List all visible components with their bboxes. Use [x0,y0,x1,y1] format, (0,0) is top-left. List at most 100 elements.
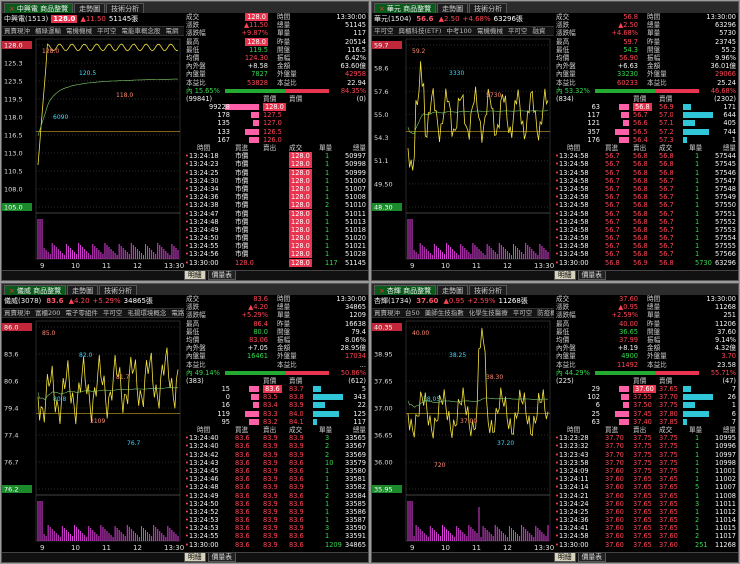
tick-row[interactable]: • 13:24:34 市價 128.0 1 51007 [185,184,368,193]
tick-row[interactable]: • 13:24:55 市價 128.0 1 51021 [185,242,368,251]
panel-tab[interactable]: × 中興電 商品整覽 [4,3,74,13]
category-tag[interactable]: 平可空 [374,27,394,35]
intraday-chart[interactable]: 59.7 58.6 57.6 55.0 54.3 51.1 49.50 48.30 59.2 33… [372,37,554,271]
category-tag[interactable]: 平可空 [507,27,528,35]
tick-row[interactable]: • 13:24:40 83.6 83.9 83.9 2 33567 [185,442,368,450]
tick-row[interactable]: • 13:24:46 83.6 83.9 83.6 1 33581 [185,475,368,483]
category-tag[interactable]: 毛揚環境概念 [127,309,167,317]
tick-row[interactable]: • 13:24:21 37.60 37.65 37.65 1 11008 [555,492,738,500]
tick-row[interactable]: • 13:24:47 市價 128.0 1 51011 [185,209,368,218]
tick-row[interactable]: • 13:24:25 市價 128.0 1 50999 [185,168,368,177]
stock-name[interactable]: 華元(1504) [374,15,412,23]
category-tag[interactable]: 富櫃200 [35,309,61,317]
stock-name[interactable]: 杏輝(1734) [374,297,412,305]
tick-row[interactable]: • 13:24:36 市價 128.0 1 51008 [185,193,368,202]
orderbook-row[interactable]: 167 126.0 [185,136,368,144]
category-tag[interactable]: 防疫概念 [537,309,554,317]
tick-row[interactable]: • 13:24:24 37.60 37.65 37.65 3 11011 [555,500,738,508]
tick-row[interactable]: • 13:30:00 128.0 128.0 117 51145 [185,258,368,267]
category-tag[interactable]: 化學生技醫療 [468,309,508,317]
intraday-chart[interactable]: 128.0 125.3 123.5 119.5 118.0 116.5 113.0 110.5… [2,37,184,271]
tick-row[interactable]: • 13:24:58 56.7 56.8 56.7 1 57551 [555,210,738,218]
footer-tab[interactable]: 明細 [554,553,576,562]
tick-row[interactable]: • 13:24:09 37.60 37.75 37.75 1 11001 [555,467,738,475]
tick-row[interactable]: • 13:24:56 市價 128.0 1 51028 [185,250,368,259]
orderbook-row[interactable]: 15 83.6 83.7 5 [185,385,368,394]
category-tag[interactable]: 融資 [532,27,546,35]
category-tag[interactable]: 電子零組件 [65,309,98,317]
tick-row[interactable]: • 13:24:58 56.7 56.8 56.7 1 57554 [555,234,738,242]
footer-tab[interactable]: 明細 [184,553,206,562]
tick-row[interactable]: • 13:24:11 37.60 37.65 37.65 1 11002 [555,475,738,483]
tick-row[interactable]: • 13:24:58 56.7 56.8 56.7 1 57548 [555,185,738,193]
tick-row[interactable]: • 13:23:43 37.70 37.75 37.75 1 10997 [555,451,738,459]
tick-row[interactable]: • 13:24:36 37.60 37.65 37.65 2 11014 [555,516,738,524]
panel-tab[interactable]: × 杏輝 商品整覽 [374,285,437,295]
category-tag[interactable]: 電路 [171,309,184,317]
tick-row[interactable]: • 13:24:45 83.6 83.9 83.6 1 33580 [185,467,368,475]
tick-row[interactable]: • 13:24:43 83.6 83.9 83.6 10 33579 [185,459,368,467]
tick-row[interactable]: • 13:30:00 83.6 83.9 83.6 1209 34865 [185,541,368,549]
category-tag[interactable]: 平可空 [512,309,533,317]
footer-tab[interactable]: 明細 [554,271,576,280]
category-tag[interactable]: 電機機械 [476,27,503,35]
orderbook-row[interactable]: 117 56.7 57.0 644 [555,111,738,119]
orderbook-row[interactable]: 119 83.3 84.0 125 [185,410,368,418]
footer-tab[interactable]: 價量表 [207,553,236,562]
tick-row[interactable]: • 13:24:18 市價 128.0 1 50997 [185,152,368,161]
orderbook-row[interactable]: 6 37.50 37.75 1 [555,401,738,409]
orderbook-row[interactable]: 102 37.55 37.70 26 [555,393,738,401]
tick-row[interactable]: • 13:24:58 56.7 56.8 56.7 1 57555 [555,242,738,250]
category-tag[interactable]: 藥師生技指數 [424,309,464,317]
category-tag[interactable]: 平可空 [102,309,123,317]
tick-row[interactable]: • 13:24:41 37.60 37.65 37.65 1 11015 [555,524,738,532]
panel-tab[interactable]: 技術分析 [99,285,138,295]
tick-row[interactable]: • 13:24:23 市價 128.0 1 50998 [185,160,368,169]
orderbook-row[interactable]: 121 56.6 57.1 405 [555,119,738,127]
close-icon[interactable]: × [379,5,385,13]
tick-row[interactable]: • 13:24:49 83.6 83.9 83.6 2 33584 [185,492,368,500]
panel-tab[interactable]: 走勢圖 [74,3,106,13]
category-tag[interactable]: 中考100 [446,27,472,35]
orderbook-row[interactable]: 135 127.0 [185,119,368,127]
tick-row[interactable]: • 13:24:53 83.6 83.9 83.9 3 33590 [185,524,368,532]
tick-row[interactable]: • 13:23:32 37.70 37.75 37.75 1 10996 [555,442,738,450]
close-icon[interactable]: × [9,5,15,13]
panel-tab[interactable]: × 儀威 商品整覽 [4,285,67,295]
tick-row[interactable]: • 13:24:50 市價 128.0 1 51020 [185,234,368,243]
tick-row[interactable]: • 13:24:49 市價 128.0 1 51018 [185,225,368,234]
tick-row[interactable]: • 13:24:58 56.7 56.8 56.7 1 57566 [555,250,738,258]
tick-row[interactable]: • 13:24:58 56.7 56.8 56.7 1 57549 [555,193,738,201]
tick-row[interactable]: • 13:24:48 83.6 83.9 83.9 1 33582 [185,483,368,491]
orderbook-row[interactable]: 29 37.60 37.65 7 [555,385,738,394]
panel-tab[interactable]: 技術分析 [469,3,508,13]
tick-row[interactable]: • 13:24:58 56.7 56.8 56.8 1 57546 [555,169,738,177]
stock-name[interactable]: 中興電(1513) [4,15,49,23]
orderbook-row[interactable]: 0 83.5 83.8 343 [185,393,368,401]
category-tag[interactable]: 電網 [165,27,179,35]
tick-row[interactable]: • 13:24:14 37.60 37.65 37.65 5 11007 [555,483,738,491]
orderbook-row[interactable]: 63 37.40 37.85 7 [555,418,738,426]
tick-row[interactable]: • 13:24:53 83.6 83.9 83.6 1 33587 [185,516,368,524]
intraday-chart[interactable]: 86.0 83.6 80.6 79.4 77.4 76.7 76.2 85.0 82.0 81.7… [2,319,184,553]
orderbook-row[interactable]: 95 83.2 84.1 117 [185,418,368,426]
tick-row[interactable]: • 13:24:25 37.60 37.65 37.65 1 11012 [555,508,738,516]
panel-tab[interactable]: 走勢圖 [67,285,99,295]
close-icon[interactable]: × [9,287,15,295]
tick-row[interactable]: • 13:24:55 83.6 83.9 83.6 1 33591 [185,532,368,540]
orderbook-row[interactable]: 99228 128.0 [185,103,368,112]
footer-tab[interactable]: 明細 [184,271,206,280]
tick-row[interactable]: • 13:24:58 56.7 56.8 56.7 1 57553 [555,226,738,234]
orderbook-row[interactable]: 63 56.8 56.9 171 [555,103,738,112]
tick-row[interactable]: • 13:24:58 37.60 37.65 37.60 2 11017 [555,532,738,540]
tick-row[interactable]: • 13:30:00 56.8 56.9 56.8 5730 63296 [555,259,738,267]
stock-name[interactable]: 儀威(3078) [4,297,42,305]
category-tag[interactable]: 買賣現沖 [374,309,400,317]
category-tag[interactable]: 櫃綠運輸 [35,27,61,35]
panel-tab[interactable]: 技術分析 [469,285,508,295]
orderbook-row[interactable]: 178 127.5 [185,111,368,119]
close-icon[interactable]: × [379,287,385,295]
tick-row[interactable]: • 13:24:58 56.7 56.8 56.8 1 57545 [555,160,738,168]
category-tag[interactable]: 平可空 [97,27,117,35]
panel-tab[interactable]: 走勢圖 [437,3,469,13]
